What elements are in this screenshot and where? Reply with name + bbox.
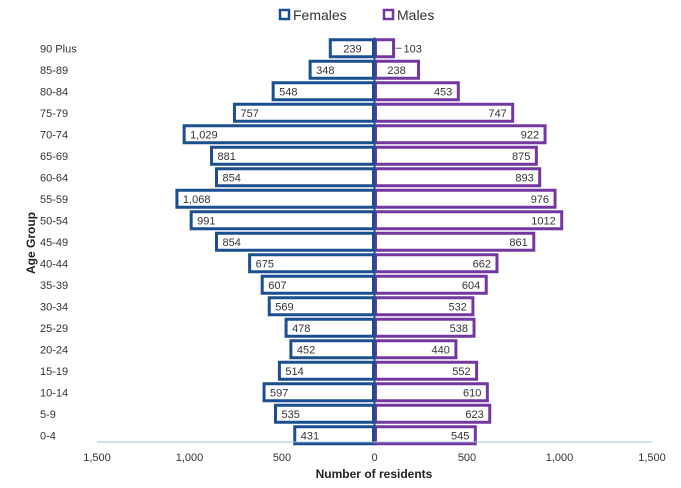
category-label: 85-89 [40, 65, 68, 77]
data-label-females: 854 [223, 172, 241, 184]
bar-females-50-54 [189, 210, 375, 231]
x-tick-label: 0 [371, 452, 377, 464]
data-label-females: 597 [270, 387, 288, 399]
category-label: 35-39 [40, 280, 68, 292]
legend-swatch-males [382, 8, 395, 21]
data-label-females: 675 [256, 258, 274, 270]
data-label-females: 854 [223, 237, 241, 249]
data-label-males: 440 [432, 344, 450, 356]
category-label: 90 Plus [40, 43, 77, 55]
data-label-males: 604 [462, 280, 480, 292]
data-label-males: 538 [450, 323, 468, 335]
data-label-females: 607 [268, 280, 286, 292]
data-label-females: 548 [279, 86, 297, 98]
data-label-females: 569 [275, 301, 293, 313]
data-label-females: 431 [301, 430, 319, 442]
category-label: 10-14 [40, 387, 68, 399]
category-label: 45-49 [40, 237, 68, 249]
bar-males-55-59 [374, 188, 557, 209]
x-tick-label: 1,000 [546, 452, 574, 464]
category-label: 30-34 [40, 301, 68, 313]
category-label: 70-74 [40, 129, 68, 141]
data-label-males: 747 [488, 108, 506, 120]
x-tick-label: 1,500 [83, 452, 111, 464]
data-label-females: 757 [240, 108, 258, 120]
data-label-males: 238 [387, 65, 405, 77]
x-axis: 1,500 1,000 500 0 500 1,000 1,500 [83, 441, 666, 464]
x-axis-title: Number of residents [316, 467, 433, 481]
category-label: 20-24 [40, 344, 68, 356]
data-label-females: 535 [282, 409, 300, 421]
data-label-males: 453 [434, 86, 452, 98]
data-label-males: 532 [449, 301, 467, 313]
bar-males-90-plus [374, 38, 396, 59]
data-label-males: 976 [531, 194, 549, 206]
x-tick-label: 500 [458, 452, 476, 464]
category-label: 75-79 [40, 108, 68, 120]
category-label: 0-4 [40, 430, 56, 442]
data-label-males: 103 [404, 43, 422, 55]
data-label-females: 991 [197, 215, 215, 227]
data-label-females: 881 [218, 151, 236, 163]
category-label: 5-9 [40, 409, 56, 421]
category-label: 15-19 [40, 366, 68, 378]
category-label: 40-44 [40, 258, 68, 270]
category-label: 50-54 [40, 215, 68, 227]
data-label-males: 623 [465, 409, 483, 421]
category-label: 60-64 [40, 172, 68, 184]
legend-label-females: Females [293, 7, 347, 23]
y-axis-title: Age Group [24, 212, 38, 274]
data-label-males: 893 [515, 172, 533, 184]
data-label-males: 861 [509, 237, 527, 249]
data-label-males: 1012 [531, 215, 555, 227]
data-label-males: 662 [473, 258, 491, 270]
bars: 431 545 535 623 597 610 514 552 452 440 478 538 569 5… [175, 37, 564, 446]
category-label: 55-59 [40, 194, 68, 206]
category-label: 65-69 [40, 151, 68, 163]
category-label: 25-29 [40, 323, 68, 335]
data-label-females: 348 [316, 65, 334, 77]
category-labels: 0-4 5-9 10-14 15-19 20-24 25-29 30-34 35-39 40-4… [40, 43, 77, 442]
legend-label-males: Males [397, 7, 434, 23]
data-label-males: 545 [451, 430, 469, 442]
x-tick-label: 1,000 [176, 452, 204, 464]
data-label-males: 875 [512, 151, 530, 163]
data-label-females: 514 [285, 366, 303, 378]
data-label-females: 1,068 [183, 194, 211, 206]
data-label-females: 478 [292, 323, 310, 335]
category-label: 80-84 [40, 86, 68, 98]
data-label-females: 1,029 [190, 129, 218, 141]
x-tick-label: 500 [273, 452, 291, 464]
data-label-females: 239 [343, 43, 361, 55]
data-label-males: 552 [452, 366, 470, 378]
legend-swatch-females [278, 8, 291, 21]
data-label-males: 922 [521, 129, 539, 141]
data-label-males: 610 [463, 387, 481, 399]
x-tick-label: 1,500 [638, 452, 666, 464]
bar-males-70-74 [374, 124, 547, 145]
data-label-females: 452 [297, 344, 315, 356]
legend: Females Males [278, 7, 434, 23]
